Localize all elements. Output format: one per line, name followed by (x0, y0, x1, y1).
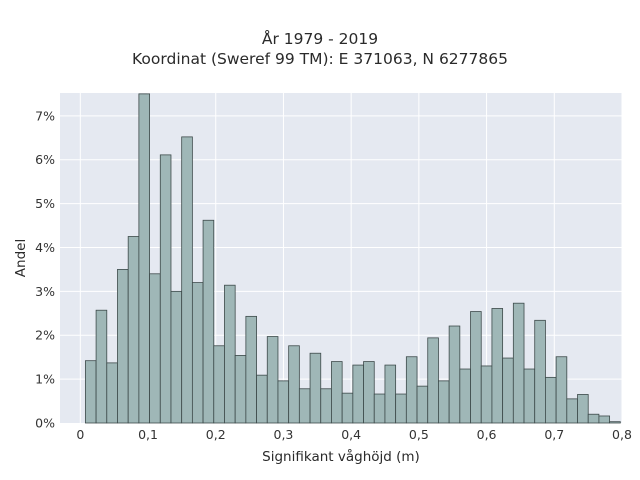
histogram-bar (117, 269, 129, 424)
histogram-bar (459, 368, 471, 424)
histogram-bar (159, 154, 172, 424)
histogram-bar (277, 380, 290, 424)
histogram-bar (106, 362, 118, 424)
x-axis-ticks: 0 0,1 0,2 0,3 0,4 0,5 0,6 0,7 0,8 (76, 427, 632, 442)
histogram-bar (545, 376, 557, 424)
histogram-bar (363, 361, 375, 424)
histogram-bar (609, 421, 621, 424)
histogram-bar (288, 345, 300, 424)
histogram-bar (191, 282, 204, 424)
histogram-bar (331, 361, 343, 424)
histogram-bar (320, 388, 332, 424)
chart-title: År 1979 - 2019 (261, 30, 379, 48)
histogram-bar (298, 388, 311, 424)
histogram-bar (127, 236, 140, 424)
x-tick-label: 0,3 (274, 427, 294, 442)
histogram-bar (213, 345, 225, 424)
y-tick-label: 1% (35, 372, 55, 387)
histogram-bar (523, 368, 536, 424)
x-tick-label: 0,1 (138, 427, 158, 442)
histogram-bar (512, 302, 525, 424)
y-tick-label: 2% (35, 328, 55, 343)
x-tick-label: 0,8 (612, 427, 632, 442)
x-axis-label: Signifikant våghöjd (m) (262, 448, 420, 465)
histogram-bar (181, 136, 193, 424)
y-tick-label: 6% (35, 152, 55, 167)
histogram-bar (416, 385, 429, 424)
histogram-bar (534, 319, 546, 424)
histogram-bar (470, 311, 482, 424)
x-tick-label: 0,5 (409, 427, 429, 442)
bars (84, 93, 621, 424)
histogram-bar (395, 393, 407, 424)
histogram-bar (480, 365, 493, 424)
x-tick-label: 0,2 (206, 427, 226, 442)
histogram-bar (587, 413, 600, 424)
y-tick-label: 4% (35, 240, 55, 255)
histogram-bar (256, 374, 268, 424)
y-tick-label: 0% (35, 416, 55, 431)
histogram-bar (149, 273, 161, 424)
histogram-bar (341, 392, 354, 424)
histogram-bar (202, 219, 215, 424)
x-tick-label: 0,7 (544, 427, 564, 442)
histogram-bar (448, 325, 461, 424)
histogram-bar (373, 393, 386, 424)
histogram-bar (224, 284, 236, 424)
histogram-bar (427, 337, 439, 424)
x-tick-label: 0,4 (341, 427, 361, 442)
chart-subtitle: Koordinat (Sweref 99 TM): E 371063, N 62… (132, 50, 508, 68)
histogram-bar (245, 315, 257, 424)
histogram-bar (566, 398, 578, 424)
y-tick-label: 7% (35, 108, 55, 123)
y-tick-label: 3% (35, 284, 55, 299)
histogram-bar (352, 364, 364, 424)
histogram-bar (577, 394, 589, 424)
histogram-bar (84, 360, 97, 424)
y-tick-label: 5% (35, 196, 55, 211)
histogram-bar (598, 415, 611, 424)
histogram-bar (95, 309, 108, 424)
histogram-bar (138, 93, 150, 424)
y-axis-label: Andel (13, 239, 29, 277)
x-tick-label: 0 (76, 427, 84, 442)
y-axis-ticks: 0% 1% 2% 3% 4% 5% 6% 7% (35, 108, 55, 430)
histogram-bar (491, 308, 504, 424)
histogram-bar (555, 356, 568, 424)
histogram-bar (502, 357, 514, 424)
histogram-bar (266, 336, 279, 424)
histogram-bar (170, 290, 183, 424)
histogram-bar (405, 356, 418, 424)
histogram-bar (438, 380, 450, 424)
x-tick-label: 0,6 (477, 427, 497, 442)
histogram-bar (234, 355, 247, 424)
histogram-bar (309, 352, 322, 424)
histogram-bar (384, 364, 397, 424)
